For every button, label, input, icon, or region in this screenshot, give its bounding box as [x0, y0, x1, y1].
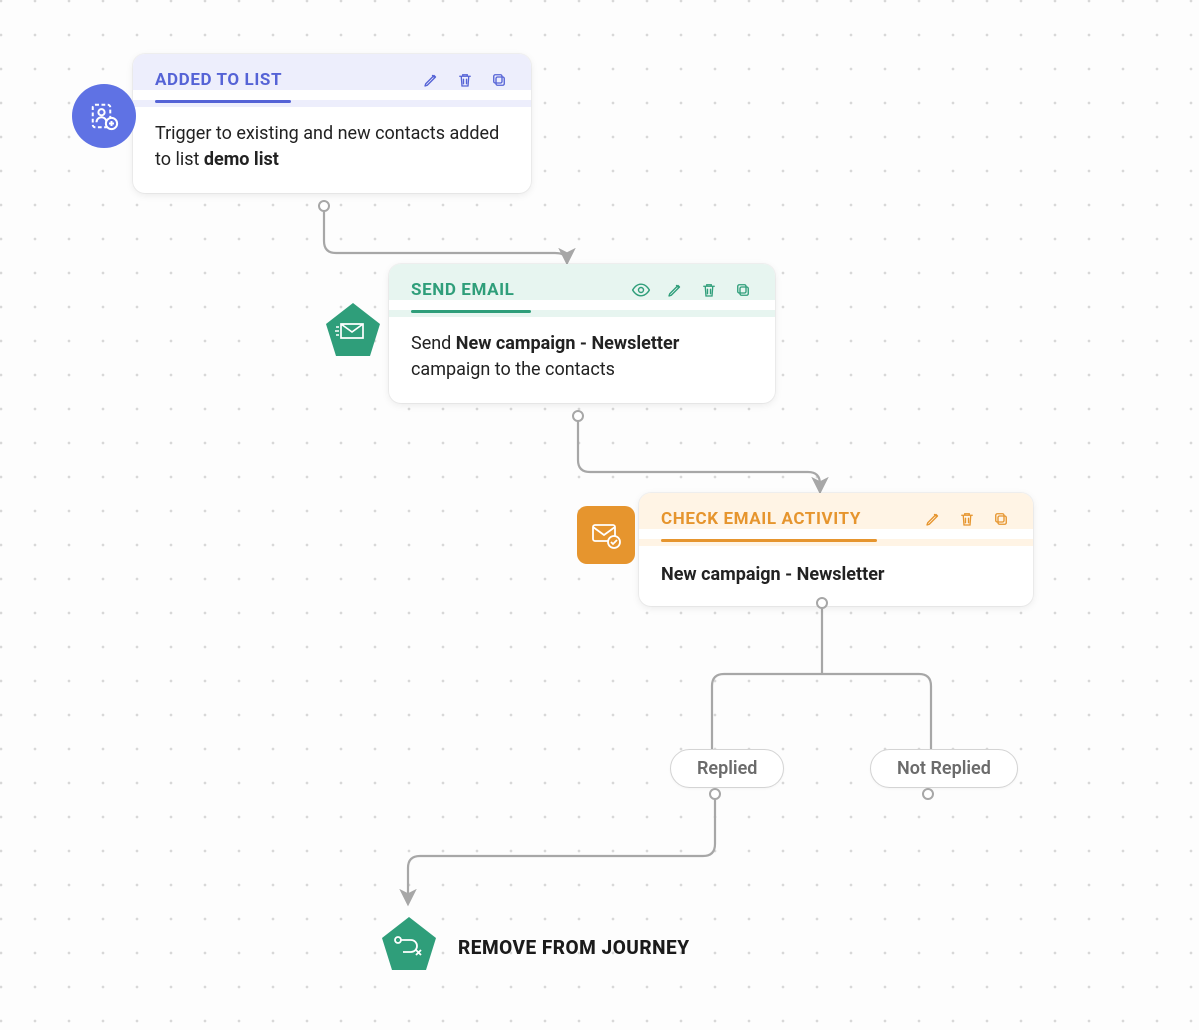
node-title: SEND EMAIL: [411, 280, 514, 300]
node-actions: [923, 509, 1011, 529]
delete-icon[interactable]: [699, 280, 719, 300]
node-description: Send New campaign - Newsletter campaign …: [389, 317, 775, 403]
edit-icon[interactable]: [665, 280, 685, 300]
edit-icon[interactable]: [421, 70, 441, 90]
port-out[interactable]: [572, 410, 584, 422]
port-out[interactable]: [816, 597, 828, 609]
node-title: ADDED TO LIST: [155, 70, 282, 90]
badge-send-email: [322, 300, 384, 362]
node-check-email-activity[interactable]: CHECK EMAIL ACTIVITY New campaign - News…: [639, 493, 1033, 606]
node-title: CHECK EMAIL ACTIVITY: [661, 509, 861, 529]
port-out[interactable]: [318, 200, 330, 212]
remove-from-journey-label: REMOVE FROM JOURNEY: [458, 936, 690, 959]
branch-replied[interactable]: Replied: [670, 749, 784, 788]
port-branch-left[interactable]: [709, 788, 721, 800]
node-added-to-list[interactable]: ADDED TO LIST Trigger to existing and ne…: [133, 54, 531, 193]
pentagon-icon: [322, 300, 384, 362]
duplicate-icon[interactable]: [991, 509, 1011, 529]
node-description: New campaign - Newsletter: [639, 546, 1033, 606]
badge-remove-journey: [378, 914, 440, 976]
edit-icon[interactable]: [923, 509, 943, 529]
branch-label: Replied: [697, 758, 757, 779]
node-actions: [631, 280, 753, 300]
branch-not-replied[interactable]: Not Replied: [870, 749, 1018, 788]
badge-check-activity: [577, 506, 635, 564]
mail-check-icon: [590, 519, 622, 551]
delete-icon[interactable]: [957, 509, 977, 529]
node-description: Trigger to existing and new contacts add…: [133, 107, 531, 193]
node-send-email[interactable]: SEND EMAIL Send New campaign - Newsle: [389, 264, 775, 403]
pentagon-icon: [378, 914, 440, 976]
user-plus-icon: [89, 101, 119, 131]
duplicate-icon[interactable]: [733, 280, 753, 300]
port-branch-right[interactable]: [922, 788, 934, 800]
branch-label: Not Replied: [897, 758, 991, 779]
view-icon[interactable]: [631, 280, 651, 300]
badge-added-to-list: [72, 84, 136, 148]
duplicate-icon[interactable]: [489, 70, 509, 90]
delete-icon[interactable]: [455, 70, 475, 90]
node-actions: [421, 70, 509, 90]
flow-canvas: ADDED TO LIST Trigger to existing and ne…: [0, 0, 1199, 1030]
